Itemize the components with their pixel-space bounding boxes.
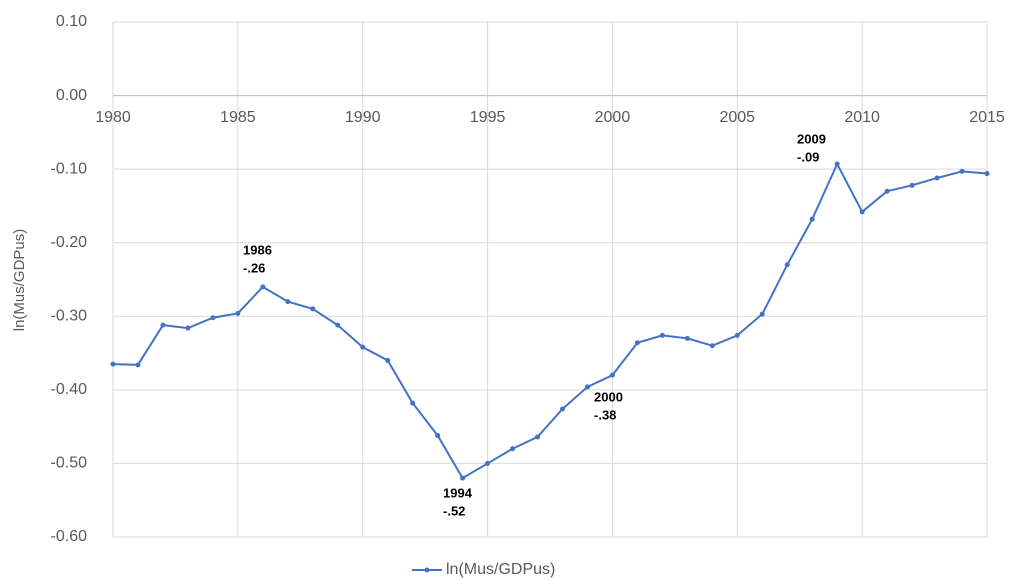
data-point [984,171,990,177]
data-point [659,332,665,338]
data-point [160,322,166,328]
x-tick-label: 1985 [220,109,256,126]
data-point [335,322,341,328]
data-point [360,344,366,350]
data-point [535,434,541,440]
y-tick-label: -0.50 [51,455,88,472]
data-point [260,284,266,290]
data-point [684,335,690,341]
y-tick-label: -0.60 [51,528,88,545]
data-point [559,406,565,412]
data-point [709,343,715,349]
data-point [135,362,141,368]
y-tick-label: 0.00 [56,87,87,104]
data-point [460,475,466,481]
y-axis-label: ln(Mus/GDPus) [11,229,28,332]
data-point [884,188,890,194]
annotation: 2009 [797,131,826,146]
x-tick-label: 2015 [969,109,1005,126]
x-tick-label: 2005 [719,109,755,126]
legend-label: ln(Mus/GDPus) [446,561,555,578]
data-point [185,325,191,331]
data-point [410,400,416,406]
x-tick-label: 2010 [844,109,880,126]
data-point [909,182,915,188]
annotation: 2000 [594,389,623,404]
annotation: 1986 [243,242,272,257]
x-tick-label: 1980 [95,109,131,126]
data-point [110,361,116,367]
data-point [834,161,840,167]
annotation: 1994 [443,485,473,500]
y-tick-label: -0.20 [51,234,88,251]
annotation: -.09 [797,149,819,164]
data-point [809,216,815,222]
y-tick-label: 0.10 [56,13,87,30]
y-tick-label: -0.40 [51,381,88,398]
data-point [934,175,940,181]
data-point [859,209,865,215]
data-point [285,299,291,305]
data-point [734,332,740,338]
data-point [235,310,241,316]
legend-marker [424,567,430,573]
data-point [959,168,965,174]
y-tick-label: -0.10 [51,160,88,177]
data-point [310,306,316,312]
x-tick-label: 1995 [470,109,506,126]
data-point [510,446,516,452]
data-line [112,161,988,480]
data-point [609,372,615,378]
data-point [435,432,441,438]
data-point [210,315,216,321]
data-point [584,384,590,390]
data-point [485,460,491,466]
y-tick-label: -0.30 [51,308,88,325]
annotation: -.52 [443,503,465,518]
data-point [784,262,790,268]
data-point [759,311,765,317]
data-point [385,357,391,363]
x-tick-label: 1990 [345,109,381,126]
x-tick-label: 2000 [595,109,631,126]
annotation: -.26 [243,260,265,275]
data-point [634,340,640,346]
annotation: -.38 [594,407,616,422]
